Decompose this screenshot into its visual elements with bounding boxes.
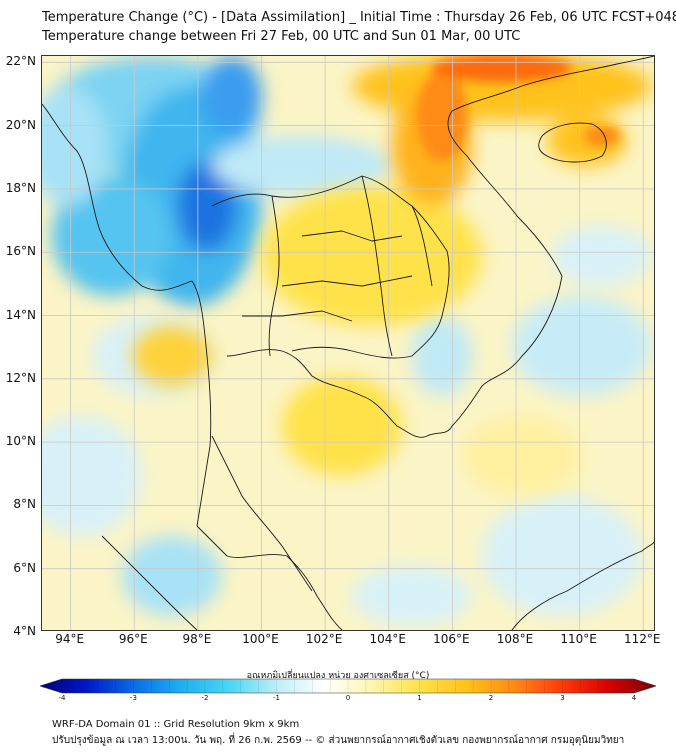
colorbar xyxy=(40,678,656,694)
footer-credit: ปรับปรุงข้อมูล ณ เวลา 13:00น. วัน พฤ. ที… xyxy=(52,735,625,746)
longitude-tick-label: 100°E xyxy=(242,632,279,646)
colorbar-tick-label: -2 xyxy=(201,694,209,702)
latitude-tick-label: 8°N xyxy=(13,497,36,512)
longitude-tick-label: 112°E xyxy=(624,632,661,646)
country-borders xyxy=(42,56,654,630)
latitude-tick-label: 12°N xyxy=(5,370,36,385)
colorbar-label: อุณหภูมิเปลี่ยนแปลง หน่วย องศาเซลเซียส (… xyxy=(246,671,430,681)
latitude-tick-label: 18°N xyxy=(5,180,36,195)
latitude-tick-label: 4°N xyxy=(13,624,36,638)
longitude-tick-label: 98°E xyxy=(182,632,212,646)
map-title: Temperature Change (°C) - [Data Assimila… xyxy=(42,10,676,25)
longitude-tick-label: 104°E xyxy=(369,632,407,646)
longitude-tick-label: 106°E xyxy=(433,632,470,646)
latitude-tick-label: 20°N xyxy=(5,117,36,132)
temperature-change-map[interactable] xyxy=(41,55,655,631)
longitude-tick-label: 102°E xyxy=(305,632,343,646)
latitude-tick-label: 6°N xyxy=(13,560,36,575)
graticule-lines xyxy=(42,56,654,630)
map-subtitle: Temperature change between Fri 27 Feb, 0… xyxy=(42,29,521,44)
colorbar-tick-label: 4 xyxy=(631,694,637,702)
temperature-field xyxy=(42,56,654,630)
latitude-tick-label: 10°N xyxy=(5,434,36,449)
latitude-tick-label: 14°N xyxy=(5,307,36,322)
longitude-tick-label: 110°E xyxy=(560,632,597,646)
longitude-tick-label: 96°E xyxy=(118,632,148,646)
colorbar-tick-label: 0 xyxy=(345,694,351,702)
colorbar-tick-label: 2 xyxy=(488,694,494,702)
latitude-tick-label: 16°N xyxy=(5,244,36,259)
colorbar-tick-label: -1 xyxy=(273,694,280,702)
colorbar-tick-label: -3 xyxy=(130,694,137,702)
latitude-tick-label: 22°N xyxy=(5,54,36,69)
colorbar-tick-label: -4 xyxy=(58,694,66,702)
colorbar-tick-label: 3 xyxy=(560,694,565,702)
colorbar-tick-label: 1 xyxy=(417,694,422,702)
footer-model-info: WRF-DA Domain 01 :: Grid Resolution 9km … xyxy=(52,719,300,730)
longitude-tick-label: 94°E xyxy=(55,632,85,646)
longitude-tick-label: 108°E xyxy=(496,632,534,646)
